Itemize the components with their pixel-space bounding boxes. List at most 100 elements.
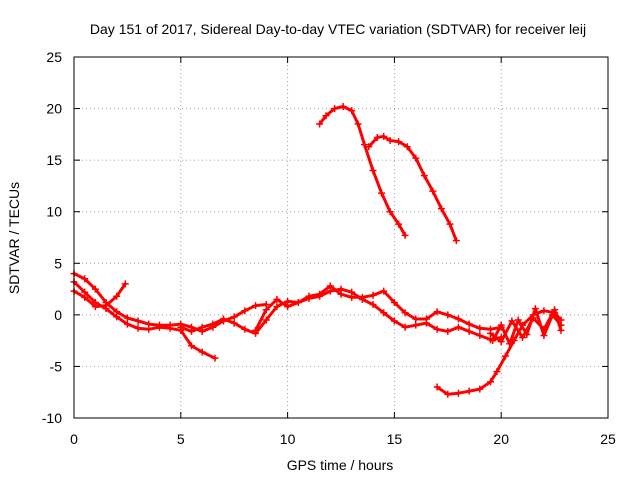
- ticks: 0 5 10 15 20 25 -10 -5 0 5 10 15 20 25: [42, 49, 616, 447]
- data-point: [113, 313, 121, 321]
- data-point: [501, 352, 509, 360]
- data-point: [273, 303, 281, 311]
- data-point: [557, 321, 565, 329]
- data-point: [145, 325, 153, 333]
- data-point: [497, 338, 505, 346]
- y-tick-label: 10: [46, 204, 62, 220]
- data-point: [369, 301, 377, 309]
- y-tick-label: -5: [50, 358, 63, 374]
- data-point: [373, 133, 381, 141]
- data-point: [123, 320, 131, 328]
- data-point: [551, 306, 559, 314]
- data-point: [380, 309, 388, 317]
- data-point: [322, 112, 330, 120]
- data-point: [401, 323, 409, 331]
- data-point: [523, 330, 531, 338]
- data-point: [262, 316, 270, 324]
- x-tick-label: 25: [600, 431, 616, 447]
- data-point: [354, 120, 362, 128]
- data-point: [444, 390, 452, 398]
- data-point: [241, 325, 249, 333]
- data-point: [326, 282, 334, 290]
- x-tick-label: 15: [387, 431, 403, 447]
- data-point: [337, 290, 345, 298]
- data-point: [348, 293, 356, 301]
- grid: [74, 57, 608, 418]
- data-point: [380, 287, 388, 295]
- data-point: [531, 305, 539, 313]
- data-point: [209, 320, 217, 328]
- data-series-track-3: [70, 278, 219, 362]
- data-point: [91, 298, 99, 306]
- x-tick-label: 20: [493, 431, 509, 447]
- data-point: [365, 143, 373, 151]
- data-point: [220, 315, 228, 323]
- data-point: [401, 231, 409, 239]
- data-point: [465, 327, 473, 335]
- data-point: [444, 327, 452, 335]
- data-point: [339, 103, 347, 111]
- data-point: [452, 237, 460, 245]
- series-line: [72, 280, 217, 360]
- data-point: [198, 348, 206, 356]
- data-point: [433, 383, 441, 391]
- data-point: [198, 323, 206, 331]
- data-point: [487, 378, 495, 386]
- data-point: [454, 323, 462, 331]
- data-point: [358, 293, 366, 301]
- data-point: [348, 107, 356, 115]
- data-point: [412, 321, 420, 329]
- data-series-track-4: [177, 285, 505, 344]
- data-point: [514, 316, 522, 324]
- data-point: [508, 317, 516, 325]
- x-tick-label: 5: [177, 431, 185, 447]
- data-point: [386, 208, 394, 216]
- data-point: [294, 298, 302, 306]
- data-point: [91, 285, 99, 293]
- data-point: [403, 143, 411, 151]
- series-line: [367, 134, 458, 243]
- data-point: [378, 189, 386, 197]
- y-axis-label: SDTVAR / TECUs: [6, 182, 22, 294]
- data-point: [305, 292, 313, 300]
- data-point: [177, 323, 185, 331]
- data-point: [187, 327, 195, 335]
- data-point: [369, 291, 377, 299]
- data-point: [81, 288, 89, 296]
- data-point: [134, 324, 142, 332]
- data-point: [506, 340, 514, 348]
- data-point: [113, 292, 121, 300]
- data-point: [487, 329, 495, 337]
- y-tick-label: 15: [46, 152, 62, 168]
- data-point: [241, 307, 249, 315]
- data-point: [476, 324, 484, 332]
- data-point: [386, 137, 394, 145]
- data-point: [316, 120, 324, 128]
- y-tick-label: 25: [46, 49, 62, 65]
- data-point: [422, 315, 430, 323]
- data-point: [390, 298, 398, 306]
- data-point: [360, 141, 368, 149]
- data-point: [395, 220, 403, 228]
- data-point: [230, 319, 238, 327]
- data-point: [123, 314, 131, 322]
- data-point: [540, 307, 548, 315]
- data-point: [166, 324, 174, 332]
- data-point: [465, 387, 473, 395]
- y-tick-label: 20: [46, 101, 62, 117]
- data-point: [273, 295, 281, 303]
- data-point: [476, 331, 484, 339]
- data-point: [252, 326, 260, 334]
- data-point: [81, 275, 89, 283]
- data-point: [252, 302, 260, 310]
- data-point: [316, 290, 324, 298]
- data-point: [369, 166, 377, 174]
- data-point: [437, 205, 445, 213]
- data-point: [395, 138, 403, 146]
- series-layer: [70, 103, 565, 398]
- data-point: [102, 305, 110, 313]
- data-point: [446, 220, 454, 228]
- data-point: [489, 337, 497, 345]
- data-point: [380, 132, 388, 140]
- data-point: [497, 321, 505, 329]
